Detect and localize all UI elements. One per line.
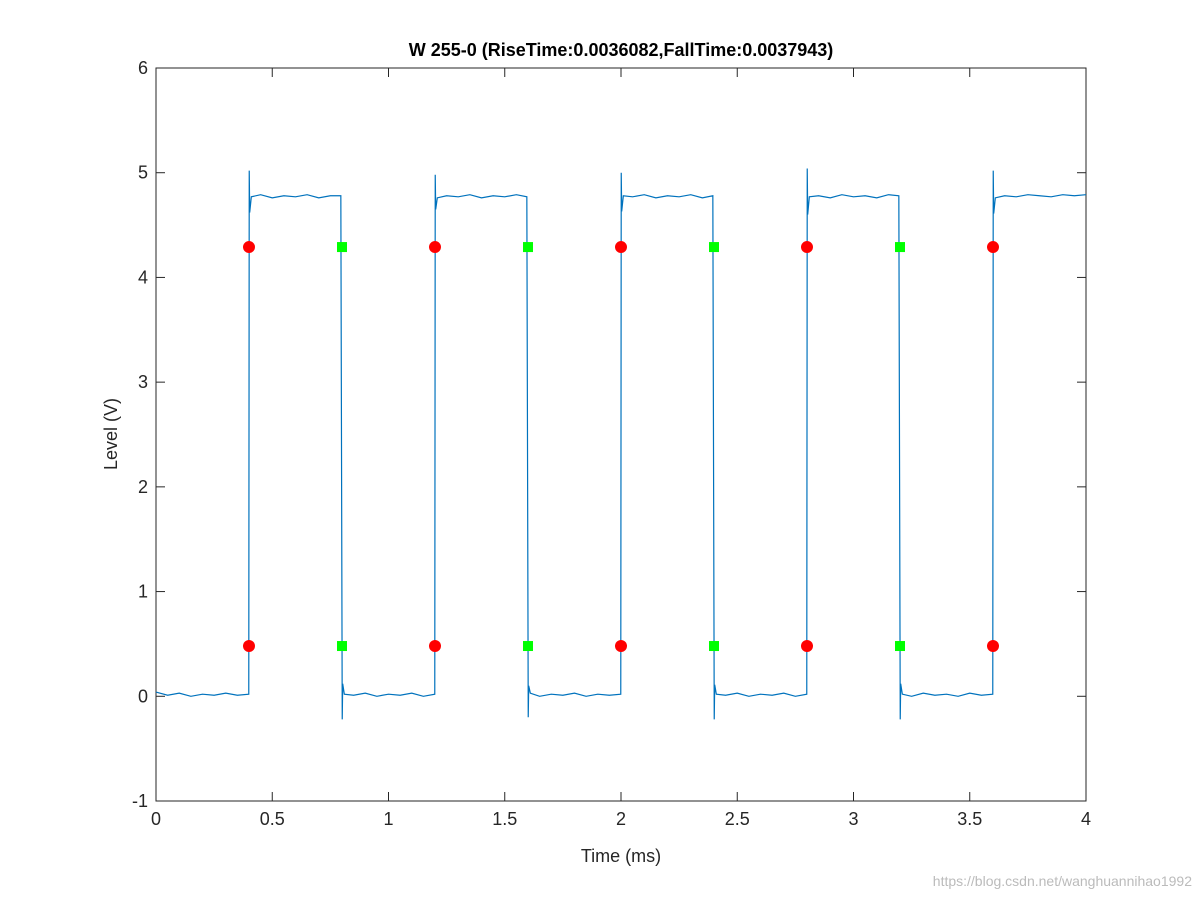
x-tick-label: 0 — [151, 809, 161, 829]
x-tick-label: 4 — [1081, 809, 1091, 829]
x-axis-label: Time (ms) — [581, 846, 661, 866]
chart-title: W 255-0 (RiseTime:0.0036082,FallTime:0.0… — [409, 40, 834, 60]
fall-marker — [709, 641, 719, 652]
rise-marker — [801, 241, 813, 254]
x-tick-label: 1 — [383, 809, 393, 829]
x-tick-label: 3 — [848, 809, 858, 829]
rise-marker — [615, 241, 627, 254]
plot-frame — [155, 67, 1087, 802]
fall-marker — [337, 242, 347, 253]
fall-marker — [523, 242, 533, 253]
y-tick-label: 2 — [138, 477, 148, 497]
y-tick-label: 5 — [138, 163, 148, 183]
x-tick-label: 2.5 — [725, 809, 750, 829]
rise-marker — [987, 241, 999, 254]
y-tick-label: 4 — [138, 267, 148, 287]
x-tick-label: 3.5 — [957, 809, 982, 829]
fall-marker — [337, 641, 347, 652]
signal-line — [155, 168, 1087, 720]
rise-marker — [243, 241, 255, 254]
rise-marker — [429, 640, 441, 653]
rise-marker — [615, 640, 627, 653]
y-tick-label: 3 — [138, 372, 148, 392]
y-axis-label: Level (V) — [101, 398, 121, 470]
x-tick-label: 1.5 — [492, 809, 517, 829]
rise-marker — [801, 640, 813, 653]
fall-marker — [895, 641, 905, 652]
y-tick-label: 0 — [138, 686, 148, 706]
y-tick-label: -1 — [132, 791, 148, 811]
y-tick-label: 1 — [138, 582, 148, 602]
fall-marker — [709, 242, 719, 253]
y-tick-label: 6 — [138, 58, 148, 78]
rise-marker — [987, 640, 999, 653]
rise-marker — [243, 640, 255, 653]
rise-marker — [429, 241, 441, 254]
x-tick-label: 0.5 — [260, 809, 285, 829]
x-tick-label: 2 — [616, 809, 626, 829]
watermark: https://blog.csdn.net/wanghuannihao1992 — [933, 873, 1192, 889]
fall-marker — [523, 641, 533, 652]
fall-marker — [895, 242, 905, 253]
